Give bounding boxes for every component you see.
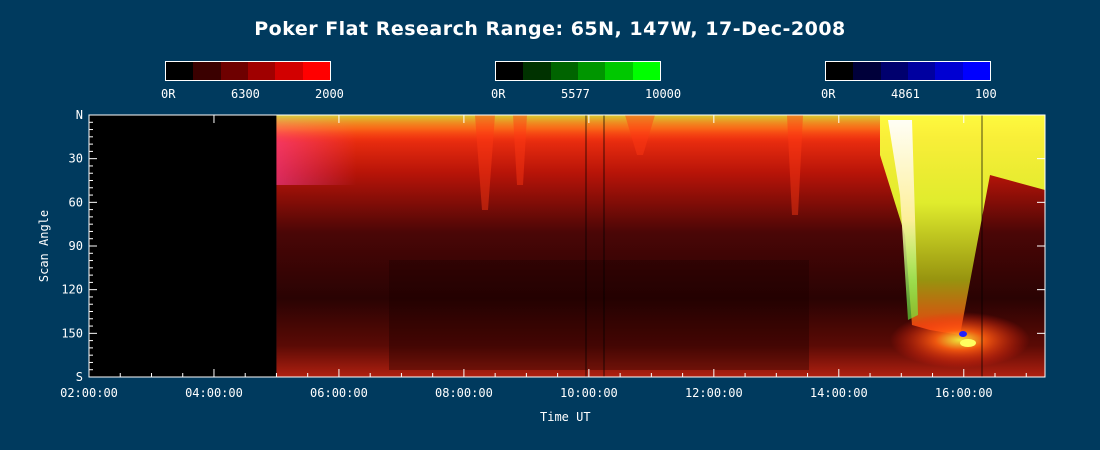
y-tick-label: 60 (69, 195, 83, 209)
colorbar-swatch (523, 62, 551, 80)
x-tick-label: 08:00:00 (435, 386, 493, 400)
colorbar-5577-swatches (495, 61, 661, 81)
colorbar-swatch (826, 62, 854, 80)
colorbar-6300-wavelength-label: 6300 (231, 87, 260, 101)
colorbar-swatch (302, 62, 330, 80)
colorbar-6300: 0R 6300 2000 (161, 61, 344, 101)
colorbar-6300-max-label: 2000 (315, 87, 344, 101)
colorbar-swatch (880, 62, 908, 80)
colorbar-swatch (853, 62, 881, 80)
y-tick-label: 120 (61, 283, 83, 297)
x-tick-label: 04:00:00 (185, 386, 243, 400)
colorbar-swatch (193, 62, 221, 80)
x-axis: 02:00:00 04:00:00 06:00:00 08:00:00 10:00:00… (60, 115, 1027, 400)
blue-spot (959, 331, 967, 337)
dark-core (389, 260, 809, 370)
y-tick-label: 30 (69, 152, 83, 166)
colorbar-5577-wavelength-label: 5577 (561, 87, 590, 101)
substorm-breakup (880, 115, 1045, 335)
colorbar-swatch (496, 62, 524, 80)
colorbar-swatch (220, 62, 248, 80)
colorbar-5577-min-label: 0R (491, 87, 506, 101)
y-tick-label: N (76, 108, 83, 122)
colorbar-5577: 0R 5577 10000 (491, 61, 681, 101)
auroral-features (276, 115, 1045, 377)
red-ray-band (625, 115, 655, 155)
colorbar-4861-swatches (825, 61, 991, 81)
red-ray-band (475, 115, 495, 210)
bright-patch (890, 312, 1030, 368)
colorbar-6300-min-label: 0R (161, 87, 176, 101)
colorbar-swatch (166, 62, 194, 80)
x-tick-label: 12:00:00 (685, 386, 743, 400)
x-tick-label: 10:00:00 (560, 386, 618, 400)
x-tick-label: 06:00:00 (310, 386, 368, 400)
colorbar-4861: 0R 4861 100 (821, 61, 997, 101)
colorbar-4861-max-label: 100 (975, 87, 997, 101)
y-axis: N 30 60 90 120 150 S (61, 108, 1045, 384)
colorbar-swatch (247, 62, 276, 80)
y-tick-label: S (76, 370, 83, 384)
colorbar-swatch (550, 62, 578, 80)
colorbar-swatch (962, 62, 990, 80)
bright-spot (960, 339, 976, 347)
colorbar-swatch (632, 62, 660, 80)
y-tick-label: 90 (69, 239, 83, 253)
colorbar-swatch (275, 62, 303, 80)
chart-title: Poker Flat Research Range: 65N, 147W, 17… (254, 18, 846, 40)
no-data-region (89, 115, 277, 377)
red-ray-band (787, 115, 803, 215)
y-tick-label: 150 (61, 326, 83, 340)
colorbar-5577-max-label: 10000 (645, 87, 682, 101)
colorbar-swatch (605, 62, 633, 80)
x-tick-label: 16:00:00 (935, 386, 993, 400)
x-tick-label: 14:00:00 (810, 386, 868, 400)
x-axis-label: Time UT (540, 410, 591, 424)
colorbar-swatch (935, 62, 963, 80)
colorbar-swatch (907, 62, 936, 80)
colorbar-6300-swatches (165, 61, 331, 81)
white-arc-spike (888, 120, 918, 320)
y-axis-label: Scan Angle (37, 209, 51, 283)
x-tick-label: 02:00:00 (60, 386, 118, 400)
red-ray-band (513, 115, 527, 185)
colorbar-swatch (577, 62, 606, 80)
colorbar-4861-min-label: 0R (821, 87, 836, 101)
colorbar-4861-wavelength-label: 4861 (891, 87, 920, 101)
